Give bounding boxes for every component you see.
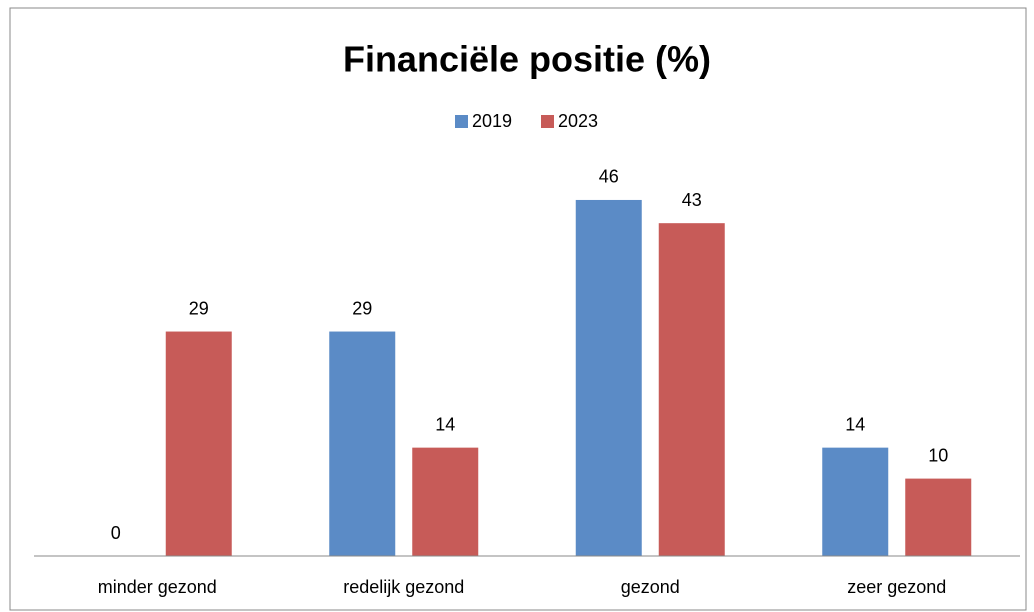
bar [822, 447, 889, 556]
bar [412, 447, 479, 556]
data-label: 29 [352, 298, 372, 318]
x-tick-label: zeer gezond [847, 577, 946, 597]
data-label: 14 [435, 414, 455, 434]
data-label: 29 [189, 298, 209, 318]
data-label: 43 [682, 190, 702, 210]
x-tick-label: gezond [621, 577, 680, 597]
bar [658, 223, 725, 556]
legend-label: 2023 [558, 111, 598, 131]
x-tick-label: minder gezond [98, 577, 217, 597]
data-label: 0 [111, 523, 121, 543]
bar [905, 478, 972, 556]
x-tick-label: redelijk gezond [343, 577, 464, 597]
legend-swatch [455, 115, 468, 128]
legend-label: 2019 [472, 111, 512, 131]
bar [165, 331, 232, 556]
data-label: 10 [928, 445, 948, 465]
chart-title: Financiële positie (%) [343, 39, 711, 80]
bar [575, 199, 642, 556]
legend-swatch [541, 115, 554, 128]
data-label: 14 [845, 414, 865, 434]
data-label: 46 [599, 167, 619, 187]
bar [329, 331, 396, 556]
